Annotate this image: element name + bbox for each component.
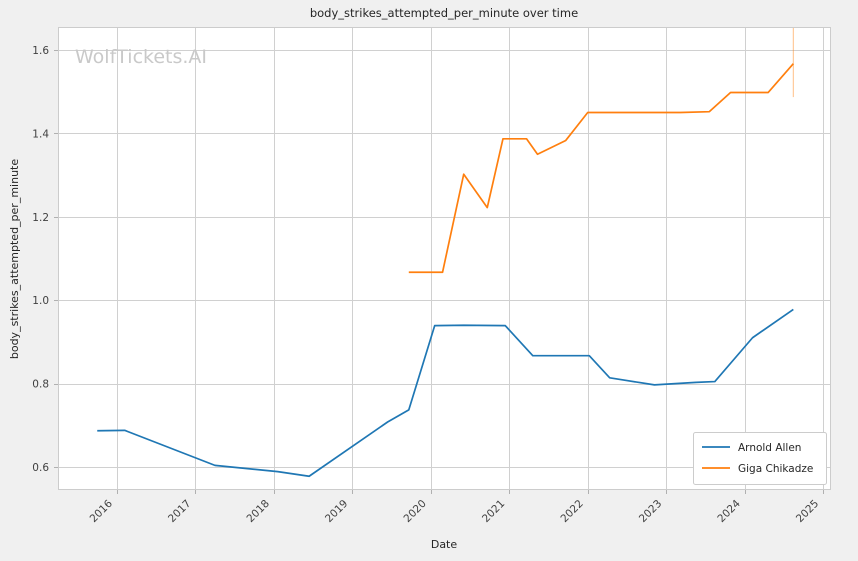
plot-area (58, 27, 831, 490)
y-axis-label: body_strikes_attempted_per_minute (8, 159, 21, 359)
y-tick-label: 1.4 (32, 128, 49, 140)
y-tick-label: 0.6 (32, 462, 49, 474)
x-axis-label: Date (431, 538, 458, 551)
y-tick-label: 1.0 (32, 295, 49, 307)
watermark: WolfTickets.AI (75, 46, 207, 68)
data-series (97, 27, 794, 478)
y-axis-ticks: 0.6 0.8 1.0 1.2 1.4 1.6 (32, 45, 58, 474)
legend-label-arnold-allen[interactable]: Arnold Allen (738, 442, 801, 454)
series-line-arnold-allen (97, 308, 794, 478)
legend-background (693, 432, 827, 485)
series-line-giga-chikadze (408, 63, 794, 274)
chart-title: body_strikes_attempted_per_minute over t… (310, 6, 578, 20)
chart-legend[interactable]: Arnold Allen Giga Chikadze (693, 432, 827, 485)
gridlines (58, 27, 831, 490)
plot-border (57, 26, 832, 491)
y-tick-label: 0.8 (32, 379, 49, 391)
y-tick-label: 1.6 (32, 45, 49, 57)
legend-label-giga-chikadze[interactable]: Giga Chikadze (738, 463, 813, 475)
y-tick-label: 1.2 (32, 212, 49, 224)
